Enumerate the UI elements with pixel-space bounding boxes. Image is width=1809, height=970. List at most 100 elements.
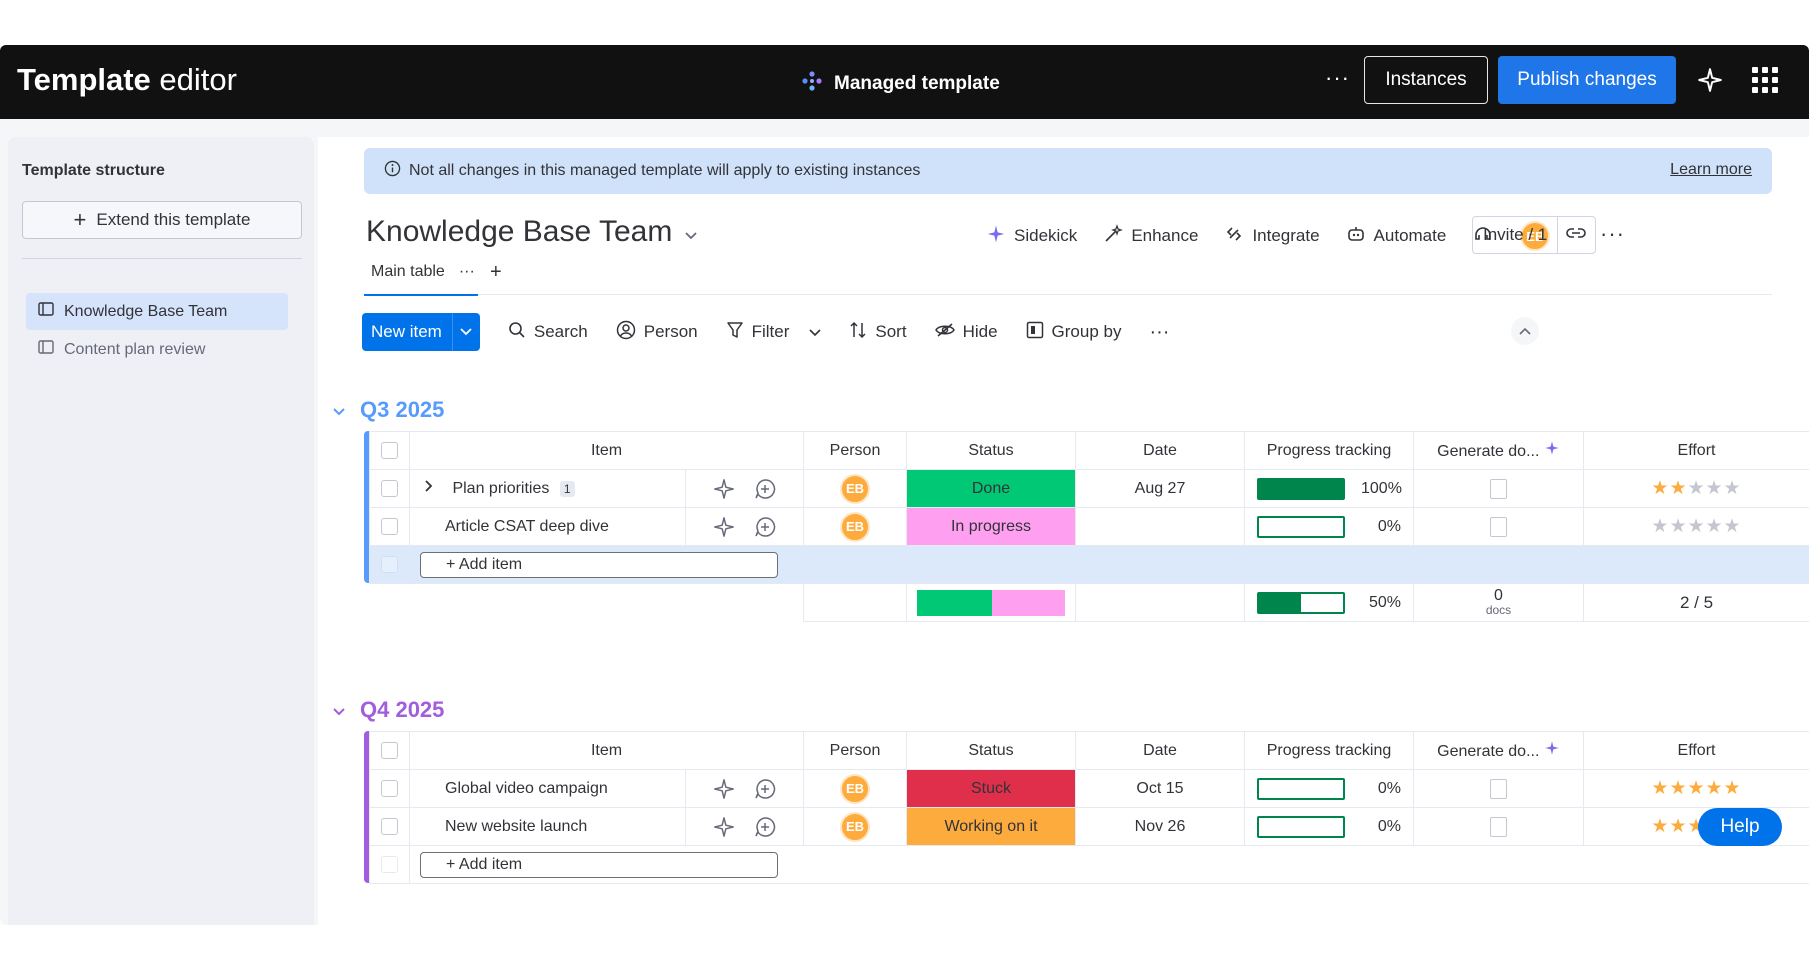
activity-icon[interactable]	[1472, 223, 1494, 250]
row-checkbox[interactable]	[381, 817, 398, 835]
more-options-icon[interactable]: ···	[1325, 65, 1350, 90]
chevron-down-icon[interactable]	[451, 313, 480, 351]
column-header-status[interactable]: Status	[906, 431, 1076, 470]
chevron-right-icon[interactable]	[424, 480, 434, 497]
status-cell[interactable]: Done	[906, 469, 1076, 508]
docs-cell[interactable]	[1413, 469, 1584, 508]
tab-main-table[interactable]: Main table ···	[364, 263, 478, 296]
avatar[interactable]: EB	[840, 811, 870, 842]
column-header-effort[interactable]: Effort	[1583, 431, 1809, 470]
board-more-icon[interactable]: ···	[1600, 221, 1625, 246]
publish-changes-button[interactable]: Publish changes	[1498, 56, 1676, 104]
status-cell[interactable]: Stuck	[906, 769, 1076, 808]
row-checkbox[interactable]	[381, 479, 398, 497]
group-by-button[interactable]: Group by	[1026, 321, 1121, 344]
docs-cell[interactable]	[1413, 507, 1584, 546]
column-header-date[interactable]: Date	[1075, 731, 1245, 770]
column-header-item[interactable]: Item	[409, 431, 804, 470]
avatar[interactable]: EB	[1520, 221, 1551, 251]
column-header-date[interactable]: Date	[1075, 431, 1245, 470]
collapse-header-button[interactable]	[1511, 317, 1539, 345]
hide-button[interactable]: Hide	[934, 322, 998, 343]
chevron-down-icon[interactable]	[332, 397, 346, 423]
group-title-q3[interactable]: Q3 2025	[332, 397, 444, 423]
sort-button[interactable]: Sort	[849, 321, 907, 344]
select-all-checkbox[interactable]	[381, 741, 398, 759]
chevron-down-icon[interactable]	[332, 697, 346, 723]
date-cell[interactable]: Nov 26	[1075, 807, 1245, 846]
table-row[interactable]: Article CSAT deep dive EB In progress 0%…	[369, 507, 1809, 546]
date-cell[interactable]: Aug 27	[1075, 469, 1245, 508]
chevron-down-icon[interactable]	[809, 322, 821, 342]
learn-more-link[interactable]: Learn more	[1670, 161, 1752, 178]
link-icon[interactable]	[1558, 225, 1594, 245]
avatar[interactable]: EB	[840, 511, 870, 542]
apps-grid-icon[interactable]	[1752, 67, 1778, 93]
progress-cell[interactable]: 0%	[1244, 769, 1414, 808]
column-header-progress[interactable]: Progress tracking	[1244, 431, 1414, 470]
effort-rating[interactable]: ★★★★★	[1583, 469, 1809, 508]
sparkle-icon[interactable]	[713, 478, 735, 500]
add-update-icon[interactable]	[754, 778, 776, 800]
date-cell[interactable]	[1075, 507, 1245, 546]
add-item-input[interactable]: + Add item	[420, 851, 778, 878]
select-all-checkbox[interactable]	[381, 441, 398, 459]
sidebar-item-knowledge-base-team[interactable]: Knowledge Base Team	[26, 293, 288, 330]
docs-cell[interactable]	[1413, 769, 1584, 808]
effort-rating[interactable]: ★★★★★	[1583, 769, 1809, 808]
sparkle-icon[interactable]	[713, 516, 735, 538]
new-item-button[interactable]: New item	[362, 313, 480, 351]
table-row[interactable]: Global video campaign EB Stuck Oct 15 0%…	[369, 769, 1809, 808]
invite-button[interactable]: Invite / 1	[1472, 216, 1596, 254]
docs-cell[interactable]	[1413, 807, 1584, 846]
column-header-item[interactable]: Item	[409, 731, 804, 770]
column-header-person[interactable]: Person	[803, 431, 907, 470]
tab-more-icon[interactable]: ···	[458, 263, 475, 280]
add-update-icon[interactable]	[754, 816, 776, 838]
column-header-person[interactable]: Person	[803, 731, 907, 770]
avatar[interactable]: EB	[840, 473, 870, 504]
sparkle-icon[interactable]	[713, 778, 735, 800]
table-row[interactable]: Plan priorities 1 EB Done Aug 27 100% ★★…	[369, 469, 1809, 508]
column-header-generate-docs[interactable]: Generate do...	[1413, 731, 1584, 770]
sidekick-button[interactable]: Sidekick	[986, 224, 1077, 249]
item-name[interactable]: Plan priorities	[452, 480, 550, 497]
sidebar-item-content-plan-review[interactable]: Content plan review	[26, 331, 288, 368]
date-cell[interactable]: Oct 15	[1075, 769, 1245, 808]
row-checkbox[interactable]	[381, 779, 398, 797]
table-row[interactable]: New website launch EB Working on it Nov …	[369, 807, 1809, 846]
integrate-button[interactable]: Integrate	[1224, 224, 1320, 249]
progress-summary[interactable]: 50%	[1244, 583, 1414, 622]
avatar[interactable]: EB	[840, 773, 870, 804]
progress-cell[interactable]: 100%	[1244, 469, 1414, 508]
add-update-icon[interactable]	[754, 478, 776, 500]
status-cell[interactable]: In progress	[906, 507, 1076, 546]
row-checkbox[interactable]	[381, 517, 398, 535]
help-button[interactable]: Help	[1698, 808, 1782, 846]
column-header-status[interactable]: Status	[906, 731, 1076, 770]
column-header-progress[interactable]: Progress tracking	[1244, 731, 1414, 770]
toolbar-more-icon[interactable]: ···	[1149, 320, 1170, 343]
person-filter-button[interactable]: Person	[616, 320, 698, 345]
status-cell[interactable]: Working on it	[906, 807, 1076, 846]
enhance-button[interactable]: Enhance	[1103, 223, 1198, 249]
progress-cell[interactable]: 0%	[1244, 507, 1414, 546]
instances-button[interactable]: Instances	[1364, 56, 1488, 104]
extend-template-button[interactable]: + Extend this template	[22, 201, 302, 239]
column-header-generate-docs[interactable]: Generate do...	[1413, 431, 1584, 470]
group-title-q4[interactable]: Q4 2025	[332, 697, 444, 723]
sparkle-icon[interactable]	[1697, 67, 1723, 98]
filter-button[interactable]: Filter	[726, 321, 822, 344]
progress-cell[interactable]: 0%	[1244, 807, 1414, 846]
add-view-button[interactable]: +	[490, 261, 502, 283]
column-header-effort[interactable]: Effort	[1583, 731, 1809, 770]
item-name[interactable]: New website launch	[409, 807, 686, 846]
automate-button[interactable]: Automate	[1346, 224, 1446, 249]
add-update-icon[interactable]	[754, 516, 776, 538]
board-title[interactable]: Knowledge Base Team	[366, 215, 698, 249]
search-button[interactable]: Search	[508, 321, 588, 344]
item-name[interactable]: Global video campaign	[409, 769, 686, 808]
item-name[interactable]: Article CSAT deep dive	[409, 507, 686, 546]
add-item-input[interactable]: + Add item	[420, 551, 778, 578]
sparkle-icon[interactable]	[713, 816, 735, 838]
